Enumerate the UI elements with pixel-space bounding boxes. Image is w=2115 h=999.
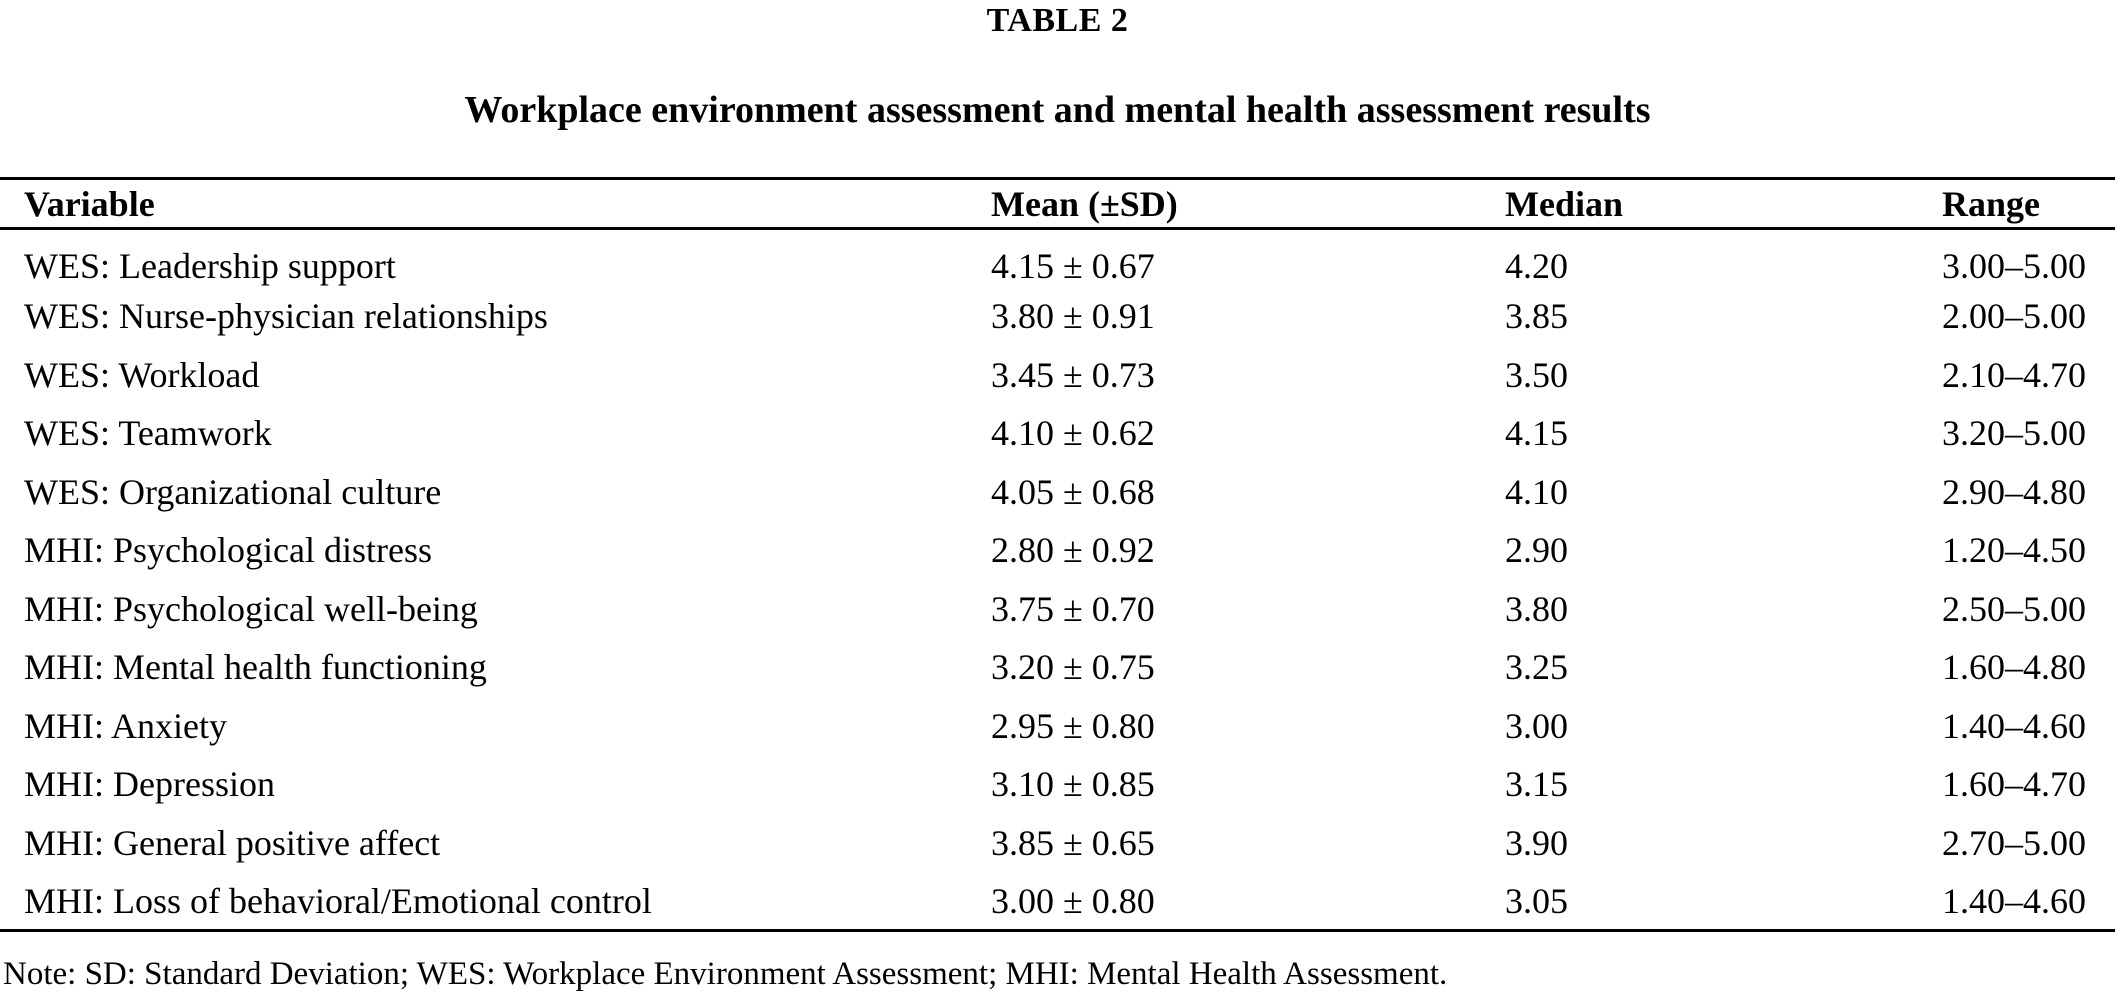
cell-range: 1.60–4.70 xyxy=(1942,764,2086,805)
cell-variable: MHI: General positive affect xyxy=(24,822,441,863)
cell-variable: WES: Leadership support xyxy=(24,245,396,286)
cell-variable: MHI: Mental health functioning xyxy=(24,647,487,688)
cell-variable: MHI: Anxiety xyxy=(24,705,227,746)
cell-mean-sd: 4.05 ± 0.68 xyxy=(991,471,1155,512)
cell-variable: WES: Nurse-physician relationships xyxy=(24,296,548,337)
cell-median: 3.05 xyxy=(1505,880,1568,921)
table-number: TABLE 2 xyxy=(986,2,1129,39)
cell-range: 3.20–5.00 xyxy=(1942,413,2086,454)
table-row: MHI: Depression 3.10 ± 0.85 3.15 1.60–4.… xyxy=(0,755,2115,814)
cell-range: 2.50–5.00 xyxy=(1942,588,2086,629)
cell-median: 3.85 xyxy=(1505,296,1568,337)
table-title: Workplace environment assessment and men… xyxy=(464,89,1651,131)
table-row: MHI: Psychological distress 2.80 ± 0.92 … xyxy=(0,521,2115,580)
table-note: Note: SD: Standard Deviation; WES: Workp… xyxy=(3,956,1448,992)
cell-mean-sd: 2.95 ± 0.80 xyxy=(991,705,1155,746)
cell-mean-sd: 3.10 ± 0.85 xyxy=(991,764,1155,805)
cell-variable: MHI: Depression xyxy=(24,764,275,805)
cell-median: 4.10 xyxy=(1505,471,1568,512)
table-row: MHI: General positive affect 3.85 ± 0.65… xyxy=(0,814,2115,873)
cell-variable: MHI: Loss of behavioral/Emotional contro… xyxy=(24,880,652,921)
cell-mean-sd: 3.45 ± 0.73 xyxy=(991,354,1155,395)
column-header-range: Range xyxy=(1942,183,2040,224)
table-header: Variable Mean (±SD) Median Range xyxy=(0,179,2115,229)
table-row: MHI: Loss of behavioral/Emotional contro… xyxy=(0,872,2115,931)
cell-median: 3.90 xyxy=(1505,822,1568,863)
cell-variable: MHI: Psychological distress xyxy=(24,530,432,571)
cell-range: 1.60–4.80 xyxy=(1942,647,2086,688)
cell-range: 2.70–5.00 xyxy=(1942,822,2086,863)
table-row: WES: Organizational culture 4.05 ± 0.68 … xyxy=(0,463,2115,522)
cell-median: 2.90 xyxy=(1505,530,1568,571)
cell-mean-sd: 3.85 ± 0.65 xyxy=(991,822,1155,863)
cell-median: 3.50 xyxy=(1505,354,1568,395)
column-header-variable: Variable xyxy=(24,183,155,224)
table-row: WES: Leadership support 4.15 ± 0.67 4.20… xyxy=(0,229,2115,288)
cell-range: 1.40–4.60 xyxy=(1942,705,2086,746)
table-row: MHI: Psychological well-being 3.75 ± 0.7… xyxy=(0,580,2115,639)
cell-mean-sd: 3.20 ± 0.75 xyxy=(991,647,1155,688)
header-row: Variable Mean (±SD) Median Range xyxy=(0,179,2115,229)
cell-mean-sd: 3.00 ± 0.80 xyxy=(991,880,1155,921)
table-body: WES: Leadership support 4.15 ± 0.67 4.20… xyxy=(0,229,2115,931)
cell-variable: WES: Teamwork xyxy=(24,413,272,454)
cell-variable: WES: Organizational culture xyxy=(24,471,442,512)
cell-median: 3.80 xyxy=(1505,588,1568,629)
cell-range: 3.00–5.00 xyxy=(1942,245,2086,286)
cell-variable: WES: Workload xyxy=(24,354,260,395)
cell-mean-sd: 2.80 ± 0.92 xyxy=(991,530,1155,571)
cell-mean-sd: 3.75 ± 0.70 xyxy=(991,588,1155,629)
cell-range: 1.20–4.50 xyxy=(1942,530,2086,571)
cell-variable: MHI: Psychological well-being xyxy=(24,588,478,629)
table-row: MHI: Mental health functioning 3.20 ± 0.… xyxy=(0,638,2115,697)
column-header-median: Median xyxy=(1505,183,1624,224)
cell-range: 2.90–4.80 xyxy=(1942,471,2086,512)
cell-median: 3.15 xyxy=(1505,764,1568,805)
results-table: Variable Mean (±SD) Median Range WES: Le… xyxy=(0,177,2115,932)
table-row: MHI: Anxiety 2.95 ± 0.80 3.00 1.40–4.60 xyxy=(0,697,2115,756)
table-row: WES: Teamwork 4.10 ± 0.62 4.15 3.20–5.00 xyxy=(0,404,2115,463)
cell-median: 4.15 xyxy=(1505,413,1568,454)
cell-range: 2.10–4.70 xyxy=(1942,354,2086,395)
cell-median: 3.00 xyxy=(1505,705,1568,746)
table-row: WES: Nurse-physician relationships 3.80 … xyxy=(0,287,2115,346)
cell-mean-sd: 4.10 ± 0.62 xyxy=(991,413,1155,454)
cell-range: 2.00–5.00 xyxy=(1942,296,2086,337)
cell-mean-sd: 3.80 ± 0.91 xyxy=(991,296,1155,337)
cell-median: 4.20 xyxy=(1505,245,1568,286)
cell-mean-sd: 4.15 ± 0.67 xyxy=(991,245,1155,286)
column-header-mean-sd: Mean (±SD) xyxy=(991,183,1178,224)
cell-range: 1.40–4.60 xyxy=(1942,880,2086,921)
table-row: WES: Workload 3.45 ± 0.73 3.50 2.10–4.70 xyxy=(0,346,2115,405)
cell-median: 3.25 xyxy=(1505,647,1568,688)
